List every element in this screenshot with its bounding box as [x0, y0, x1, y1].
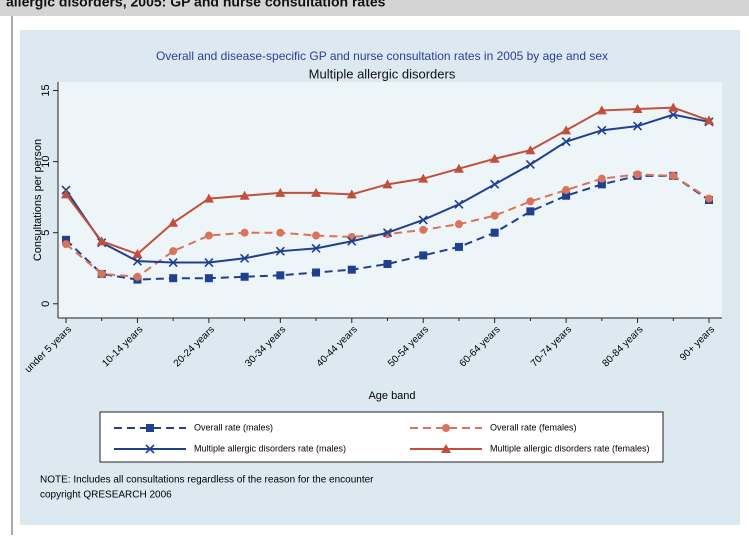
marker: [132, 256, 143, 266]
marker: [204, 274, 213, 283]
marker: [561, 125, 572, 135]
marker: [62, 235, 70, 244]
chart-title: Overall and disease-specific GP and nurs…: [156, 49, 608, 63]
marker: [311, 243, 321, 253]
legend: [99, 411, 664, 463]
marker: [561, 137, 571, 147]
marker: [454, 242, 463, 251]
y-tick-label: 15: [40, 84, 52, 96]
marker: [62, 240, 70, 249]
marker: [168, 257, 178, 268]
marker: [597, 125, 607, 135]
legend-label: Multiple allergic disorders rate (males): [194, 443, 346, 453]
marker: [146, 424, 154, 432]
marker: [490, 179, 500, 189]
marker: [526, 197, 535, 206]
marker: [632, 104, 643, 114]
marker: [240, 253, 250, 263]
y-tick-label: 0: [40, 301, 52, 307]
marker: [61, 189, 71, 199]
marker: [418, 215, 428, 225]
marker: [312, 231, 321, 240]
marker: [275, 246, 285, 256]
legend-label: Overall rate (females): [490, 422, 577, 432]
note: copyright QRESEARCH 2006: [40, 490, 172, 501]
header-text: allergic disorders, 2005: GP and nurse c…: [6, 0, 386, 10]
marker: [204, 257, 214, 268]
marker: [454, 199, 464, 209]
note: NOTE: Includes all consultations regardl…: [40, 475, 374, 486]
y-tick-label: 10: [40, 155, 52, 167]
marker: [276, 228, 285, 237]
marker: [668, 102, 679, 112]
marker: [453, 163, 464, 173]
marker: [597, 180, 606, 189]
marker: [169, 247, 178, 256]
header-bar: [0, 0, 749, 16]
marker: [419, 251, 428, 260]
marker: [240, 272, 249, 281]
marker: [490, 211, 499, 220]
marker: [97, 269, 106, 278]
marker: [526, 207, 535, 216]
marker: [382, 228, 393, 238]
marker: [347, 265, 356, 274]
y-axis-label: Consultations per person: [32, 139, 44, 261]
marker: [668, 110, 678, 120]
marker: [168, 217, 179, 227]
marker: [133, 272, 142, 281]
marker: [442, 424, 450, 432]
marker: [383, 259, 392, 268]
marker: [418, 173, 429, 183]
marker: [312, 268, 321, 277]
marker: [525, 145, 536, 155]
marker: [96, 236, 107, 246]
marker: [633, 170, 642, 179]
marker: [562, 186, 571, 195]
marker: [454, 220, 463, 229]
marker: [632, 121, 643, 131]
marker: [204, 231, 213, 240]
marker: [240, 228, 249, 237]
marker: [346, 189, 357, 199]
marker: [441, 444, 451, 453]
legend-label: Multiple allergic disorders rate (female…: [490, 443, 650, 453]
marker: [704, 115, 714, 125]
marker: [669, 171, 678, 180]
plot-area: [58, 82, 722, 318]
marker: [489, 153, 500, 163]
marker: [145, 444, 155, 454]
marker: [525, 159, 535, 170]
marker: [490, 228, 499, 237]
marker: [562, 191, 571, 200]
marker: [596, 105, 607, 115]
marker: [311, 187, 322, 197]
y-tick-label: 5: [40, 230, 52, 236]
marker: [169, 274, 178, 283]
marker: [203, 193, 214, 203]
marker: [419, 225, 428, 234]
marker: [132, 249, 143, 259]
marker: [597, 174, 606, 183]
marker: [705, 194, 713, 203]
marker: [347, 236, 357, 246]
marker: [382, 179, 393, 189]
marker: [276, 271, 285, 280]
marker: [275, 187, 286, 197]
x-axis-label: Age band: [368, 390, 415, 402]
legend-label: Overall rate (males): [194, 422, 273, 432]
chart-subtitle: Multiple allergic disorders: [309, 66, 456, 81]
marker: [239, 190, 250, 200]
